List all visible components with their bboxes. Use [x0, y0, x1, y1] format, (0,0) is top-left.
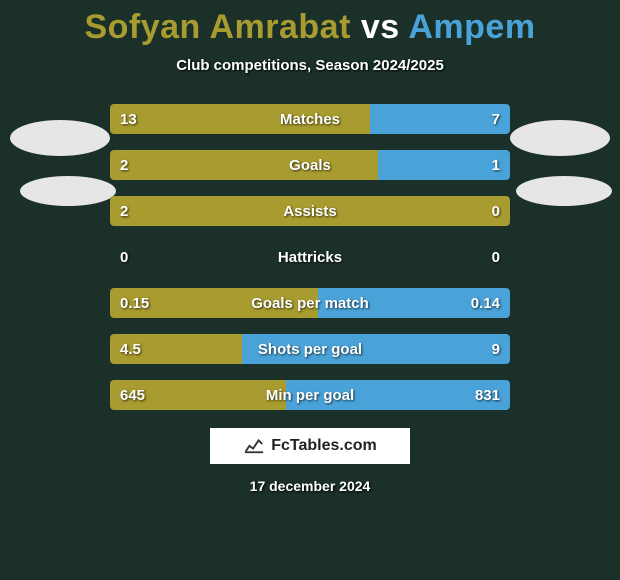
stat-label: Goals: [110, 150, 510, 180]
stat-label: Shots per goal: [110, 334, 510, 364]
player1-name: Sofyan Amrabat: [84, 8, 350, 46]
stat-label: Assists: [110, 196, 510, 226]
comparison-title: Sofyan Amrabat vs Ampem: [0, 0, 620, 47]
stat-label: Matches: [110, 104, 510, 134]
player1-avatar: [10, 120, 110, 156]
stats-bars-container: 137Matches 21Goals 20Assists 00Hattricks 0.1…: [110, 104, 510, 410]
stat-row: 21Goals: [110, 150, 510, 180]
stat-row: 645831Min per goal: [110, 380, 510, 410]
stat-label: Goals per match: [110, 288, 510, 318]
stat-row: 20Assists: [110, 196, 510, 226]
stat-row: 4.59Shots per goal: [110, 334, 510, 364]
stat-label: Hattricks: [110, 242, 510, 272]
stat-row: 00Hattricks: [110, 242, 510, 272]
player1-avatar-secondary: [20, 176, 116, 206]
footer-date: 17 december 2024: [0, 478, 620, 494]
stat-row: 0.150.14Goals per match: [110, 288, 510, 318]
stat-label: Min per goal: [110, 380, 510, 410]
chart-icon: [243, 433, 265, 460]
stat-row: 137Matches: [110, 104, 510, 134]
brand-badge[interactable]: FcTables.com: [210, 428, 410, 464]
brand-text: FcTables.com: [271, 437, 377, 455]
vs-text: vs: [351, 8, 408, 46]
player2-name: Ampem: [408, 8, 535, 46]
subtitle: Club competitions, Season 2024/2025: [0, 57, 620, 74]
player2-avatar-secondary: [516, 176, 612, 206]
player2-avatar: [510, 120, 610, 156]
